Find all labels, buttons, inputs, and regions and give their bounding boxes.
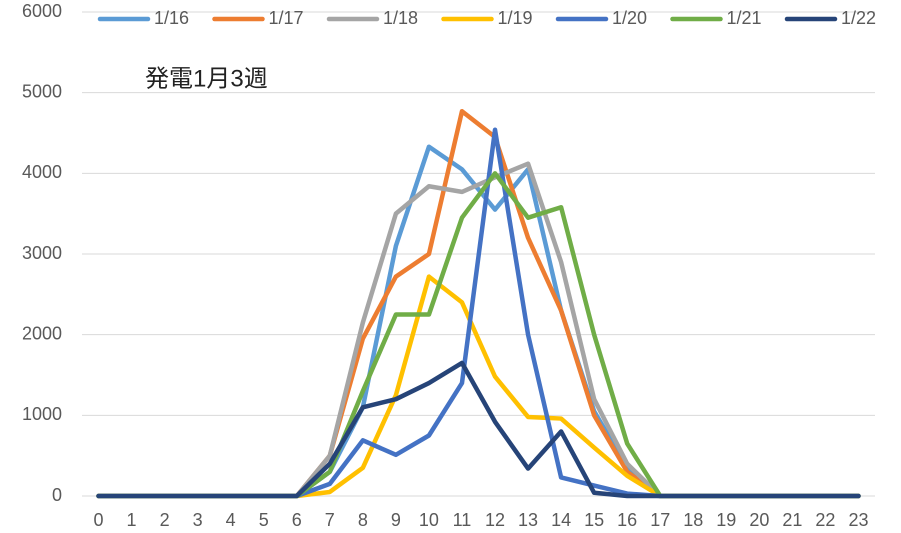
x-tick-label: 23 [848, 510, 868, 530]
x-tick-label: 18 [683, 510, 703, 530]
x-tick-label: 6 [292, 510, 302, 530]
legend-label: 1/18 [383, 8, 418, 28]
x-tick-label: 20 [749, 510, 769, 530]
legend-label: 1/21 [727, 8, 762, 28]
x-tick-label: 5 [259, 510, 269, 530]
legend-label: 1/17 [269, 8, 304, 28]
legend-label: 1/20 [612, 8, 647, 28]
series-line [96, 108, 861, 499]
x-tick-label: 1 [127, 510, 137, 530]
y-tick-label: 1000 [22, 404, 62, 424]
chart-annotation: 発電1月3週 [145, 65, 268, 92]
x-tick-label: 2 [160, 510, 170, 530]
legend-label: 1/19 [498, 8, 533, 28]
x-tick-label: 21 [782, 510, 802, 530]
x-tick-label: 9 [391, 510, 401, 530]
x-tick-label: 17 [650, 510, 670, 530]
x-tick-label: 12 [485, 510, 505, 530]
x-tick-label: 14 [551, 510, 571, 530]
series-line [96, 360, 861, 499]
x-tick-label: 4 [226, 510, 236, 530]
x-tick-label: 11 [453, 510, 472, 530]
y-tick-label: 2000 [22, 323, 62, 343]
y-tick-label: 3000 [22, 243, 62, 263]
y-tick-label: 5000 [22, 81, 62, 101]
x-tick-label: 3 [193, 510, 203, 530]
x-tick-label: 19 [716, 510, 736, 530]
x-tick-label: 22 [815, 510, 835, 530]
legend-label: 1/22 [841, 8, 876, 28]
y-tick-label: 6000 [22, 1, 62, 21]
x-tick-label: 15 [584, 510, 604, 530]
y-tick-label: 0 [52, 485, 62, 505]
legend-label: 1/16 [154, 8, 189, 28]
x-tick-label: 13 [518, 510, 538, 530]
series-line [96, 274, 861, 499]
x-tick-label: 10 [419, 510, 439, 530]
series-line [96, 161, 861, 499]
x-tick-label: 0 [94, 510, 104, 530]
x-tick-label: 8 [358, 510, 368, 530]
y-tick-label: 4000 [22, 162, 62, 182]
x-tick-label: 16 [617, 510, 637, 530]
x-tick-label: 7 [325, 510, 335, 530]
